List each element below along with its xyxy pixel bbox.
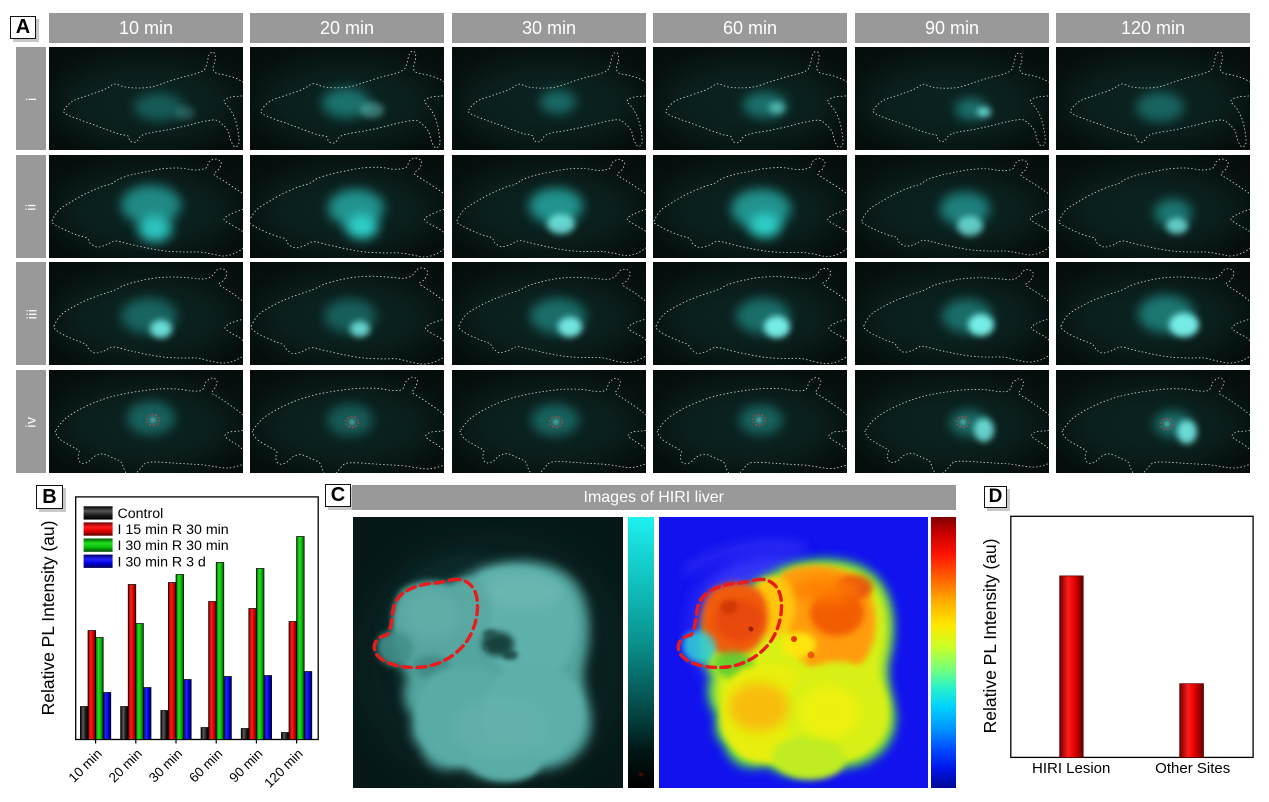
svg-text:Other Sites: Other Sites [1155,760,1230,777]
svg-text:Relative PL Intensity (au): Relative PL Intensity (au) [38,521,58,716]
svg-text:120 min: 120 min [261,746,306,791]
svg-text:I 30 min R 30 min: I 30 min R 30 min [118,538,229,554]
svg-text:Control: Control [118,506,164,522]
svg-text:10 min: 10 min [66,746,105,785]
svg-text:I 30 min R 3 d: I 30 min R 3 d [118,554,206,570]
svg-text:90 min: 90 min [226,746,265,785]
svg-text:30 min: 30 min [146,746,185,785]
svg-text:20 min: 20 min [106,746,145,785]
svg-text:60 min: 60 min [186,746,225,785]
svg-text:HIRI Lesion: HIRI Lesion [1032,760,1110,777]
svg-text:Relative PL Intensity (au): Relative PL Intensity (au) [980,539,1000,734]
svg-text:I 15 min R 30 min: I 15 min R 30 min [118,522,229,538]
